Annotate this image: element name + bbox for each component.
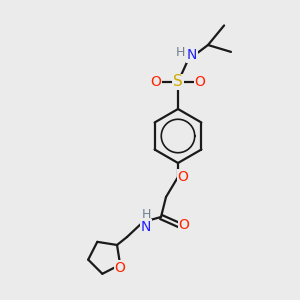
Text: O: O — [178, 218, 189, 232]
Text: H: H — [141, 208, 151, 221]
Text: N: N — [187, 48, 197, 62]
Text: N: N — [141, 220, 151, 234]
Text: S: S — [173, 74, 183, 89]
Text: H: H — [175, 46, 185, 59]
Text: O: O — [151, 75, 161, 89]
Text: O: O — [195, 75, 206, 89]
Text: O: O — [178, 170, 188, 184]
Text: O: O — [115, 261, 126, 275]
